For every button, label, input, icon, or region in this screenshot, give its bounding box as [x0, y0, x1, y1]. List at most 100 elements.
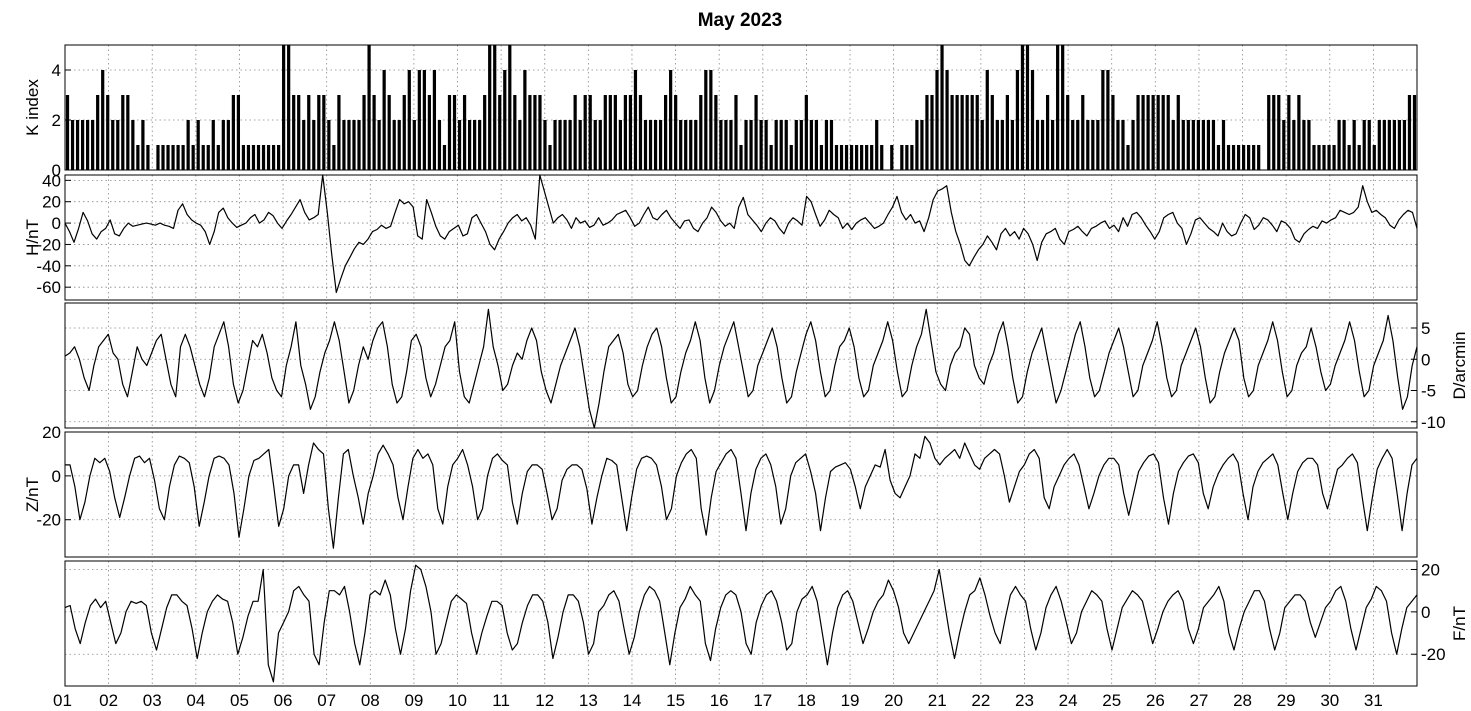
k-index-bar: [1337, 120, 1341, 170]
k-index-bar: [769, 145, 773, 170]
k-index-bar: [538, 95, 542, 170]
k-index-bar: [1292, 120, 1296, 170]
k-axis-label: K index: [23, 79, 42, 136]
k-index-bar: [221, 120, 225, 170]
k-index-panel: 0 2 4 K index: [23, 44, 1418, 180]
k-index-bar: [141, 120, 145, 170]
k-ytick-label: 4: [52, 61, 61, 80]
k-index-bar: [1362, 120, 1366, 170]
k-index-bar: [231, 95, 235, 170]
k-index-bar: [327, 120, 331, 170]
k-index-bar: [1267, 95, 1271, 170]
z-component-trace: [65, 435, 1418, 549]
k-index-bar: [1236, 145, 1241, 170]
k-index-bar: [196, 120, 200, 170]
k-index-bar: [1312, 145, 1316, 170]
k-index-bar: [297, 95, 301, 170]
k-index-bar: [106, 95, 110, 170]
d-component-trace: [64, 308, 1418, 429]
x-day-label: 28: [1233, 691, 1252, 710]
x-day-label: 16: [710, 691, 729, 710]
k-index-bar: [473, 120, 477, 170]
k-index-bar: [699, 95, 703, 170]
k-index-bar: [608, 95, 612, 170]
k-index-bar: [1216, 145, 1221, 170]
k-index-bar: [870, 145, 874, 170]
k-index-bar: [905, 145, 909, 170]
k-index-bar: [854, 145, 859, 170]
z-axis-label: Z/nT: [23, 477, 42, 512]
h-component-panel: -60 -40 -20 0 20 40 H/nT: [23, 171, 1418, 301]
k-index-bar: [643, 120, 648, 170]
k-index-bar: [1397, 120, 1402, 170]
k-index-bar: [935, 70, 939, 170]
k-index-bar: [116, 120, 120, 170]
k-index-bar: [1297, 95, 1301, 170]
k-index-bar: [593, 120, 597, 170]
x-day-label: 05: [230, 691, 249, 710]
d-ytick-label: 0: [1421, 350, 1430, 369]
x-day-label: 09: [404, 691, 423, 710]
k-index-bar: [483, 95, 487, 170]
k-index-bar: [467, 120, 472, 170]
k-index-bar: [1101, 70, 1105, 170]
x-day-label: 12: [535, 691, 554, 710]
k-index-bar: [834, 145, 839, 170]
k-index-bar: [397, 120, 401, 170]
k-index-bar: [890, 145, 894, 170]
k-index-bar: [1091, 120, 1095, 170]
h-axis-label: H/nT: [23, 219, 42, 256]
k-index-bar: [372, 95, 376, 170]
k-index-bar: [91, 120, 95, 170]
k-index-bar: [960, 95, 964, 170]
k-index-bar: [653, 120, 658, 170]
x-day-label: 15: [666, 691, 685, 710]
k-index-bar: [342, 120, 346, 170]
k-index-bar: [1247, 145, 1251, 170]
k-index-bar: [271, 145, 276, 170]
x-day-label: 18: [797, 691, 816, 710]
k-index-bar: [226, 120, 230, 170]
k-index-bar: [965, 95, 969, 170]
x-day-label: 14: [623, 691, 642, 710]
x-day-label: 17: [753, 691, 772, 710]
k-index-bar: [875, 120, 879, 170]
x-day-label: 08: [361, 691, 380, 710]
k-index-bar: [669, 70, 673, 170]
k-index-bar: [1186, 120, 1190, 170]
k-index-bar: [1347, 145, 1351, 170]
k-index-bar: [563, 120, 567, 170]
k-index-bar: [1412, 95, 1417, 170]
k-index-bar: [749, 120, 753, 170]
k-index-bar: [1332, 145, 1336, 170]
k-index-bar: [799, 120, 803, 170]
k-index-bar: [578, 120, 582, 170]
k-index-bar: [322, 95, 326, 170]
k-index-bar: [583, 95, 587, 170]
k-index-bar: [679, 120, 683, 170]
k-index-bar: [1206, 120, 1211, 170]
k-index-bar: [488, 45, 492, 170]
k-index-bar: [804, 95, 808, 170]
k-index-bar: [402, 95, 406, 170]
k-index-bar: [980, 120, 984, 170]
d-ytick-label: -10: [1421, 413, 1446, 432]
x-day-label: 24: [1059, 691, 1078, 710]
k-index-bar: [1151, 95, 1155, 170]
k-index-bar: [1051, 120, 1055, 170]
k-index-bar: [824, 120, 829, 170]
k-index-bar: [754, 95, 758, 170]
k-index-bar: [1196, 120, 1200, 170]
x-day-label: 01: [53, 691, 72, 710]
k-index-bar: [1221, 120, 1226, 170]
k-index-bar: [784, 120, 788, 170]
k-index-bar: [1407, 95, 1412, 170]
k-index-bar: [638, 95, 643, 170]
k-index-bar: [1357, 145, 1361, 170]
k-index-bar: [714, 95, 718, 170]
k-index-bar: [442, 145, 447, 170]
k-index-bar: [1352, 120, 1356, 170]
k-index-bar: [779, 120, 783, 170]
k-index-bar: [246, 145, 251, 170]
f-panel-frame: [64, 560, 1418, 687]
